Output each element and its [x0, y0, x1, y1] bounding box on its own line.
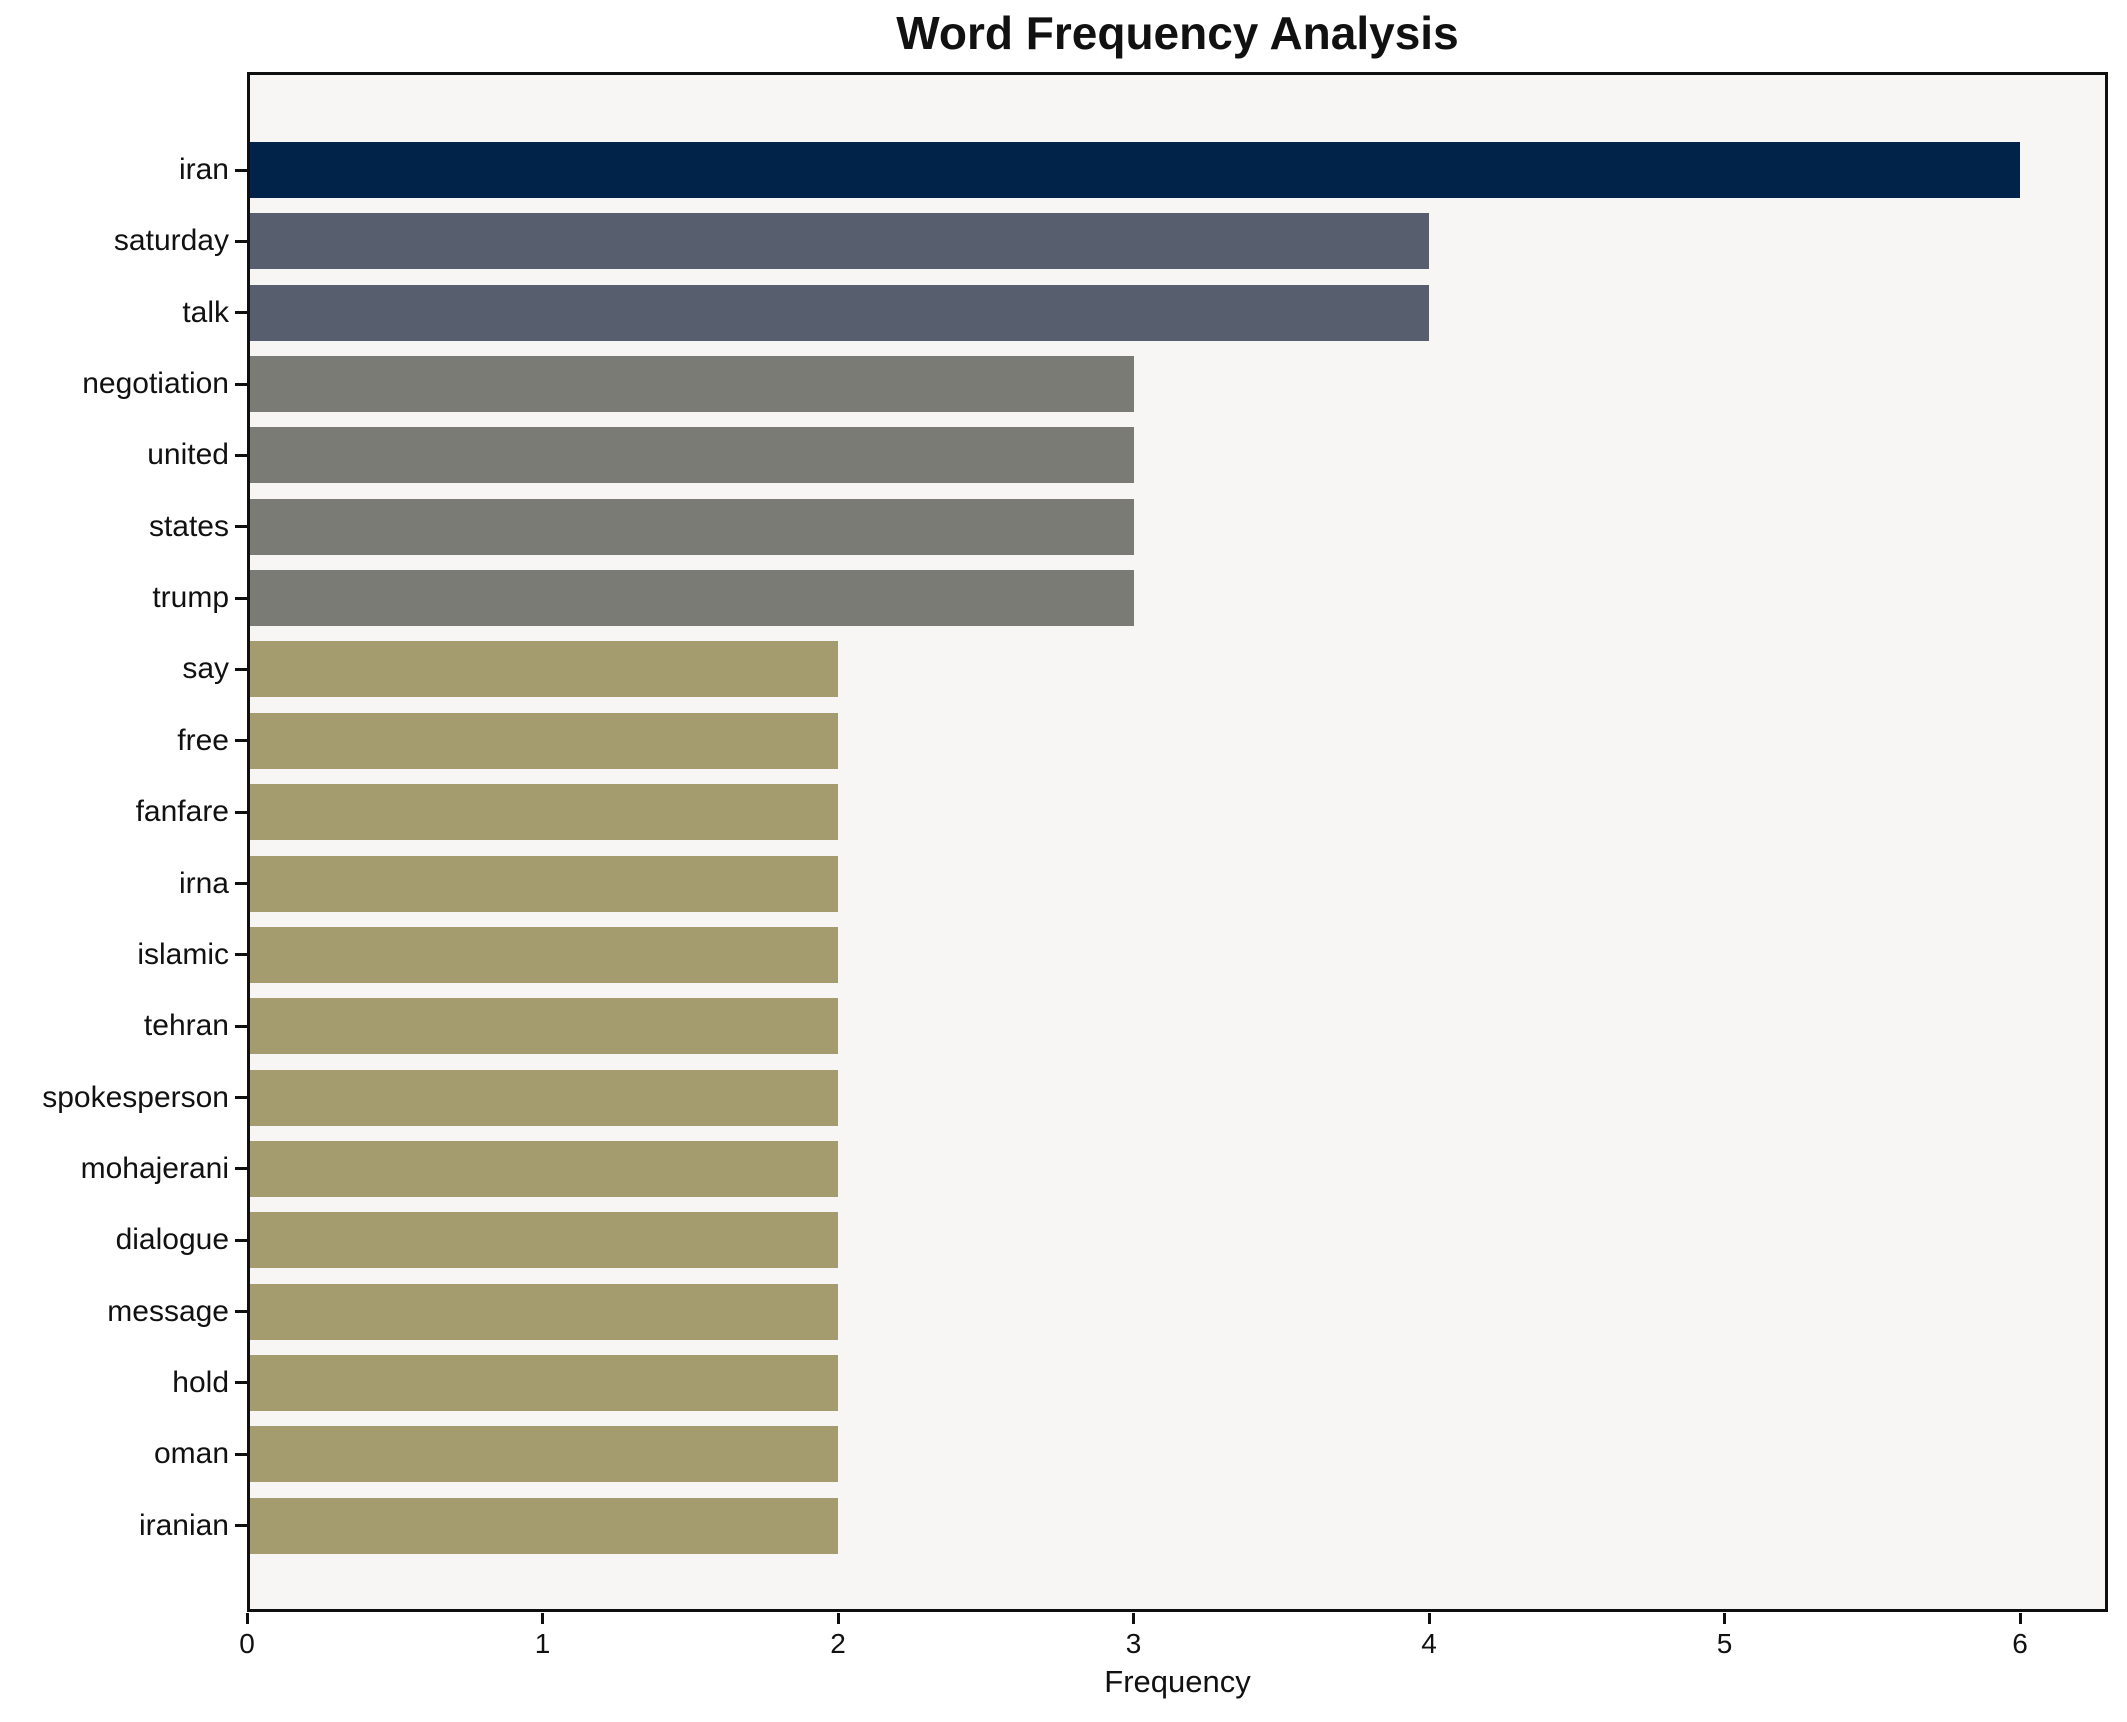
y-tick-mark [235, 1024, 247, 1028]
bar-oman [250, 1426, 838, 1483]
y-tick-label-negotiation: negotiation [82, 367, 229, 401]
bar-message [250, 1283, 838, 1340]
y-tick-label-saturday: saturday [113, 224, 229, 258]
bar-islamic [250, 926, 838, 983]
chart-title: Word Frequency Analysis [896, 7, 1459, 59]
x-tick-mark [541, 1613, 544, 1624]
bar-states [250, 498, 1134, 555]
y-tick-label-iranian: iranian [138, 1508, 229, 1542]
y-tick-mark [235, 1096, 247, 1100]
y-tick-label-mohajerani: mohajerani [80, 1151, 229, 1185]
y-tick-mark [235, 382, 247, 386]
bar-iran [250, 142, 2020, 198]
plot-area [247, 72, 2108, 1612]
bar-tehran [250, 998, 838, 1055]
y-tick-mark [235, 311, 247, 315]
y-tick-mark [235, 453, 247, 457]
y-tick-mark [235, 239, 247, 243]
x-tick-mark [2018, 1613, 2022, 1624]
x-tick-label-3: 3 [1125, 1628, 1142, 1659]
bar-united [250, 427, 1134, 484]
y-tick-label-say: say [182, 652, 229, 686]
y-tick-label-hold: hold [172, 1365, 229, 1399]
x-tick-mark [245, 1613, 249, 1624]
y-tick-mark [235, 1452, 247, 1456]
x-tick-label-5: 5 [1716, 1628, 1733, 1659]
x-tick-mark [1723, 1613, 1726, 1624]
y-tick-label-trump: trump [152, 581, 229, 615]
y-tick-mark [235, 1524, 247, 1528]
y-tick-mark [235, 810, 247, 814]
bar-trump [250, 570, 1134, 627]
y-tick-mark [235, 882, 247, 885]
y-tick-label-message: message [107, 1294, 229, 1328]
x-tick-mark [836, 1613, 840, 1624]
bar-say [250, 641, 838, 698]
y-tick-mark [235, 739, 247, 743]
bar-iranian [250, 1497, 838, 1554]
bar-hold [250, 1354, 838, 1411]
bar-mohajerani [250, 1140, 838, 1197]
y-tick-label-tehran: tehran [143, 1009, 229, 1043]
x-axis-label: Frequency [1104, 1664, 1251, 1699]
y-tick-label-islamic: islamic [137, 937, 229, 971]
y-tick-label-spokesperson: spokesperson [42, 1080, 229, 1114]
bar-negotiation [250, 356, 1134, 413]
y-tick-label-irna: irna [178, 866, 229, 900]
bar-dialogue [250, 1212, 838, 1269]
y-tick-mark [235, 953, 247, 957]
bar-irna [250, 855, 838, 912]
x-tick-label-6: 6 [2012, 1628, 2028, 1659]
y-tick-label-oman: oman [153, 1437, 229, 1471]
y-tick-label-dialogue: dialogue [115, 1223, 229, 1257]
y-tick-mark [235, 596, 247, 600]
bar-free [250, 712, 838, 769]
bar-talk [250, 284, 1429, 341]
bar-spokesperson [250, 1069, 838, 1126]
x-tick-label-0: 0 [239, 1628, 255, 1659]
y-tick-label-fanfare: fanfare [135, 795, 229, 829]
y-tick-mark [235, 525, 247, 529]
y-tick-label-talk: talk [182, 295, 229, 329]
x-tick-label-1: 1 [534, 1628, 551, 1659]
x-tick-mark [1132, 1613, 1135, 1624]
x-tick-label-4: 4 [1421, 1628, 1437, 1659]
x-tick-label-2: 2 [830, 1628, 846, 1659]
y-tick-mark [235, 667, 247, 671]
y-tick-label-free: free [177, 723, 229, 757]
y-tick-label-iran: iran [178, 153, 229, 186]
bar-saturday [250, 213, 1429, 270]
y-tick-mark [235, 168, 247, 172]
y-tick-label-states: states [148, 509, 229, 543]
y-tick-mark [235, 1167, 247, 1171]
bar-fanfare [250, 784, 838, 841]
y-tick-mark [235, 1310, 247, 1314]
x-tick-mark [1427, 1613, 1431, 1624]
y-tick-mark [235, 1238, 247, 1242]
y-tick-mark [235, 1381, 247, 1385]
y-tick-label-united: united [147, 438, 229, 472]
